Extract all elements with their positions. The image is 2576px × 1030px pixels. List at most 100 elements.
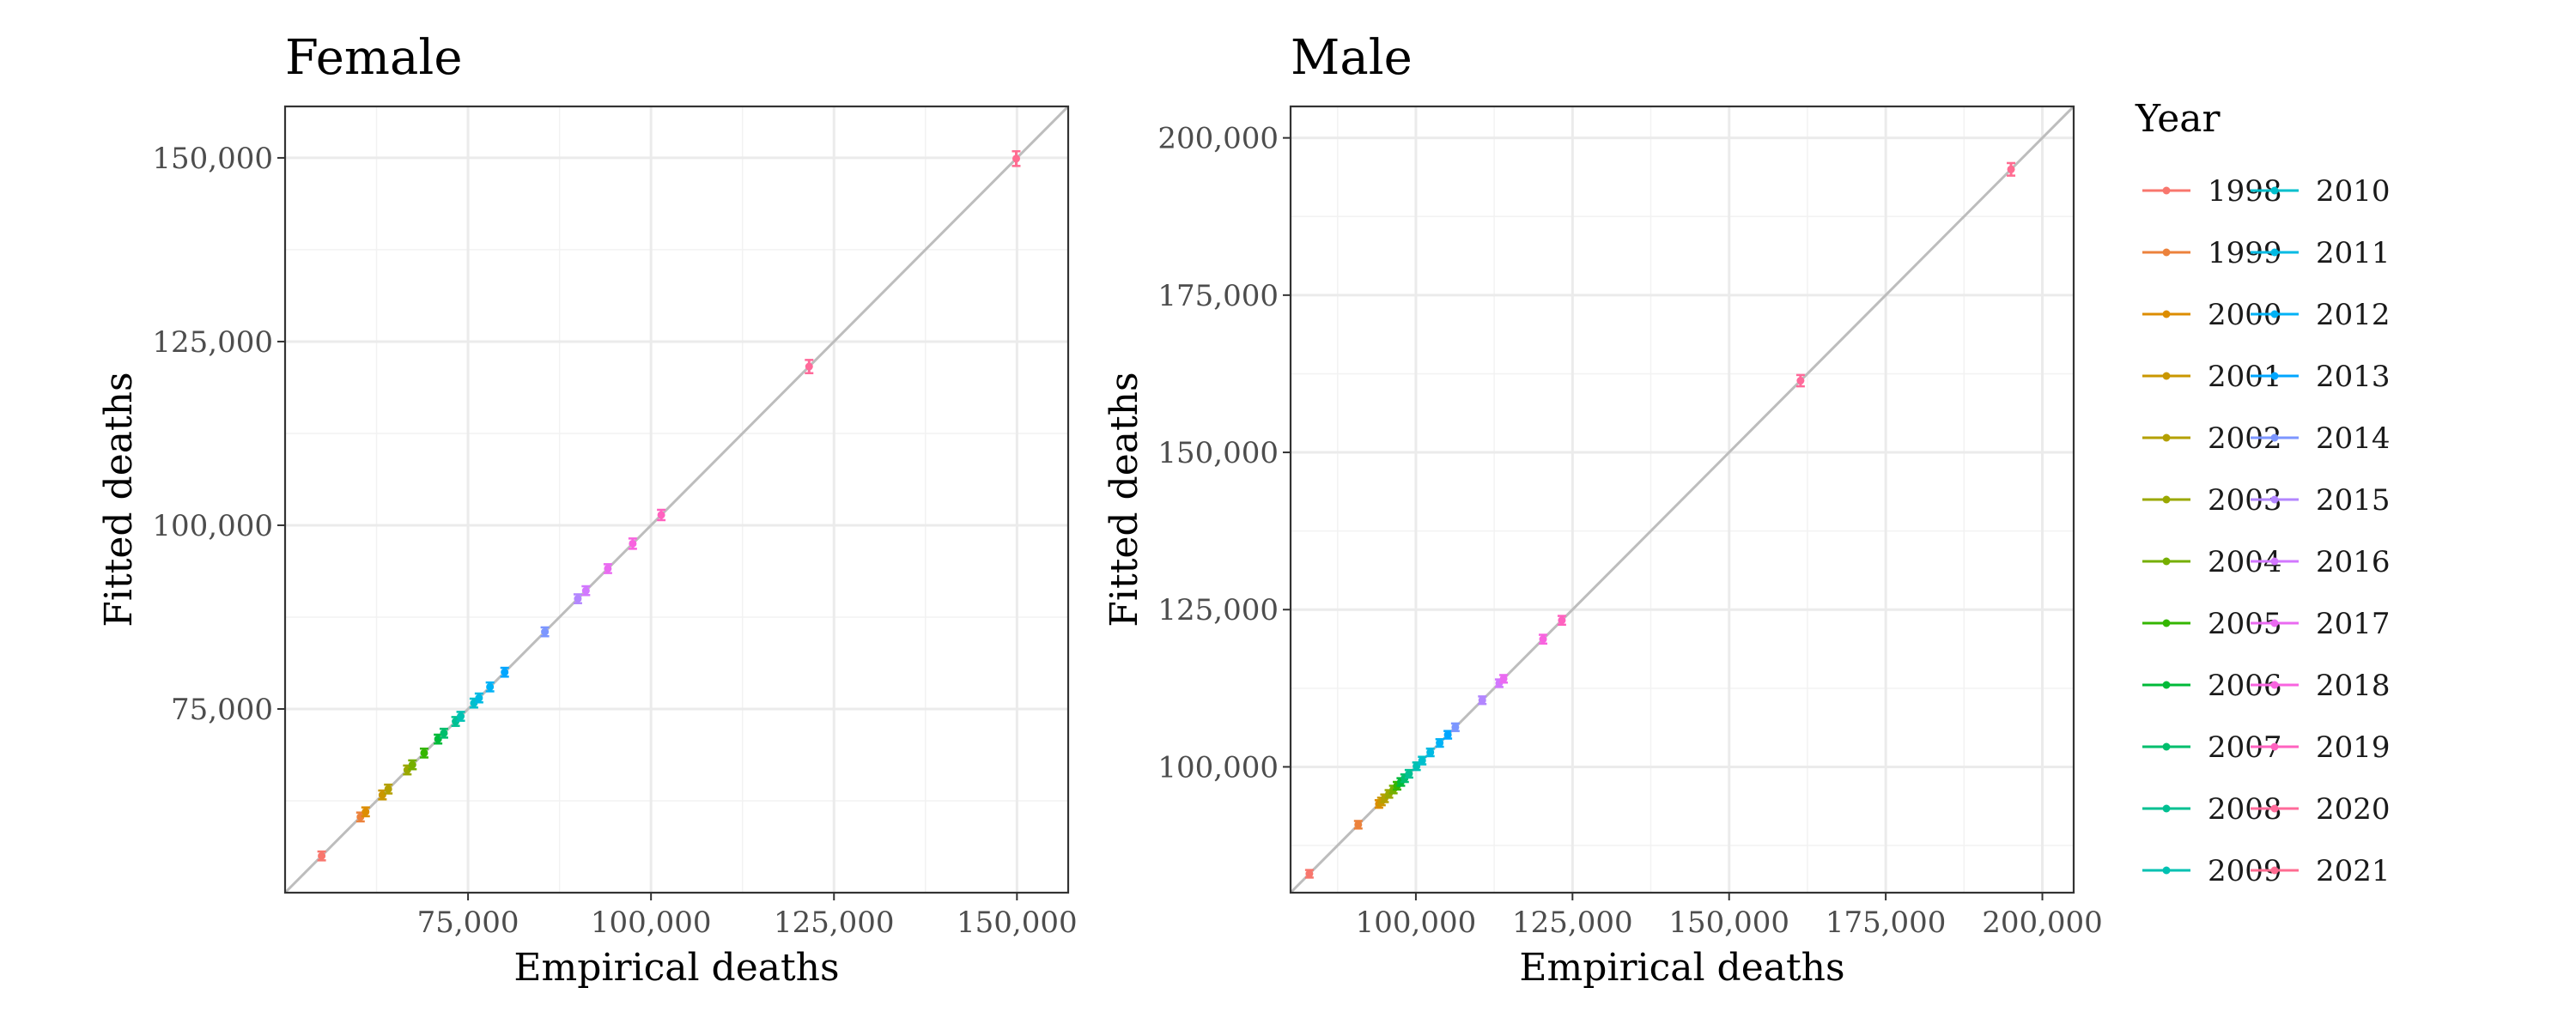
legend-key-point-2008 <box>2162 804 2171 813</box>
y-tick-label: 150,000 <box>152 142 273 176</box>
data-point-2013 <box>1443 730 1452 739</box>
legend-key-point-2017 <box>2270 619 2279 627</box>
legend-key-point-2018 <box>2270 681 2279 689</box>
legend-key-point-2013 <box>2270 372 2279 380</box>
legend-items: 1998199920002001200220032004200520062007… <box>2142 174 2391 888</box>
legend-item-2018: 2018 <box>2251 669 2391 703</box>
data-point-2010 <box>1418 756 1426 765</box>
data-point-2012 <box>486 682 495 691</box>
legend-key-point-2010 <box>2270 186 2279 195</box>
legend-key-point-2002 <box>2162 433 2171 442</box>
legend-item-2015: 2015 <box>2251 483 2391 518</box>
y-tick-label: 175,000 <box>1157 279 1279 313</box>
panel-male: Male 100,000 125,000 150,000 175,000 200,000… <box>1103 30 2103 990</box>
data-point-2016 <box>581 586 590 595</box>
x-axis-title-male: Empirical deaths <box>1519 946 1844 990</box>
y-tick-label: 100,000 <box>152 509 273 543</box>
legend-item-2010: 2010 <box>2251 174 2391 209</box>
legend-label-2021: 2021 <box>2316 854 2391 888</box>
legend-key-point-2020 <box>2270 804 2279 813</box>
data-point-2003 <box>403 766 411 774</box>
x-tick-label: 200,000 <box>1982 906 2103 940</box>
legend-key-point-2021 <box>2270 866 2279 875</box>
data-point-2021 <box>1012 154 1020 163</box>
legend-label-2011: 2011 <box>2316 236 2391 270</box>
data-point-2014 <box>1451 723 1460 731</box>
data-point-2019 <box>1558 616 1566 625</box>
y-axis-title-male: Fitted deaths <box>1103 372 1146 627</box>
legend-key-point-2015 <box>2270 495 2279 504</box>
data-point-2010 <box>470 699 478 707</box>
data-point-1999 <box>356 813 365 821</box>
identity-line-female <box>283 105 1070 894</box>
data-point-2018 <box>629 539 637 548</box>
y-tick-label: 150,000 <box>1157 436 1279 470</box>
x-tick-label: 75,000 <box>417 906 519 940</box>
data-point-1999 <box>1354 821 1363 829</box>
data-point-2006 <box>434 735 442 743</box>
data-point-2015 <box>574 595 582 603</box>
plot-frame-female <box>283 105 1070 894</box>
legend-item-2019: 2019 <box>2251 730 2391 765</box>
x-tick-label: 100,000 <box>591 906 712 940</box>
legend: Year 19981999200020012002200320042005200… <box>2135 97 2391 888</box>
y-tick-label: 125,000 <box>1157 593 1279 627</box>
legend-key-point-2005 <box>2162 619 2171 627</box>
legend-key-point-1998 <box>2162 186 2171 195</box>
legend-key-point-2006 <box>2162 681 2171 689</box>
legend-key-point-2003 <box>2162 495 2171 504</box>
data-point-2011 <box>1426 748 1435 757</box>
y-tick-label: 200,000 <box>1157 122 1279 156</box>
legend-item-2013: 2013 <box>2251 360 2391 394</box>
points-male <box>1304 161 2016 879</box>
legend-label-2010: 2010 <box>2316 174 2391 209</box>
data-point-2005 <box>420 748 428 757</box>
points-female <box>317 149 1021 862</box>
legend-item-1998: 1998 <box>2142 174 2282 209</box>
legend-title: Year <box>2135 97 2221 141</box>
data-point-2021 <box>2007 165 2015 173</box>
legend-item-2014: 2014 <box>2251 421 2391 456</box>
x-tick-label: 125,000 <box>1512 906 1633 940</box>
x-ticks-male: 100,000 125,000 150,000 175,000 200,000 <box>1356 893 2103 940</box>
legend-label-2013: 2013 <box>2316 360 2391 394</box>
data-point-2017 <box>604 564 612 573</box>
legend-label-2012: 2012 <box>2316 298 2391 332</box>
data-point-2020 <box>805 362 813 371</box>
x-tick-label: 125,000 <box>774 906 895 940</box>
gridlines-female <box>285 106 1068 893</box>
legend-label-2014: 2014 <box>2316 421 2391 456</box>
legend-item-2021: 2021 <box>2251 854 2391 888</box>
legend-label-2017: 2017 <box>2316 607 2391 641</box>
legend-key-point-2019 <box>2270 742 2279 751</box>
x-tick-label: 150,000 <box>1668 906 1789 940</box>
data-point-2014 <box>541 627 550 636</box>
data-point-2009 <box>457 712 465 721</box>
legend-label-2019: 2019 <box>2316 730 2391 765</box>
data-point-2019 <box>657 511 665 519</box>
legend-item-2016: 2016 <box>2251 545 2391 579</box>
panel-title-male: Male <box>1291 30 1413 86</box>
x-tick-label: 100,000 <box>1356 906 1477 940</box>
legend-item-2006: 2006 <box>2142 669 2282 703</box>
data-point-2004 <box>408 760 416 769</box>
data-point-2001 <box>378 791 386 799</box>
data-point-2020 <box>1796 377 1805 385</box>
data-point-2012 <box>1436 739 1444 748</box>
x-axis-title-female: Empirical deaths <box>513 946 839 990</box>
gridlines-male <box>1291 106 2074 893</box>
legend-label-2016: 2016 <box>2316 545 2391 579</box>
legend-label-2020: 2020 <box>2316 792 2391 827</box>
data-point-1998 <box>318 851 326 860</box>
y-ticks-female: 75,000 100,000 125,000 150,000 <box>152 142 285 727</box>
data-point-2011 <box>475 694 483 702</box>
legend-key-point-1999 <box>2162 248 2171 257</box>
data-point-2002 <box>384 785 392 793</box>
legend-key-point-2009 <box>2162 866 2171 875</box>
panel-title-female: Female <box>285 30 462 86</box>
y-tick-label: 100,000 <box>1157 750 1279 785</box>
legend-item-2011: 2011 <box>2251 236 2391 270</box>
y-tick-label: 125,000 <box>152 325 273 360</box>
data-point-2018 <box>1539 635 1547 644</box>
